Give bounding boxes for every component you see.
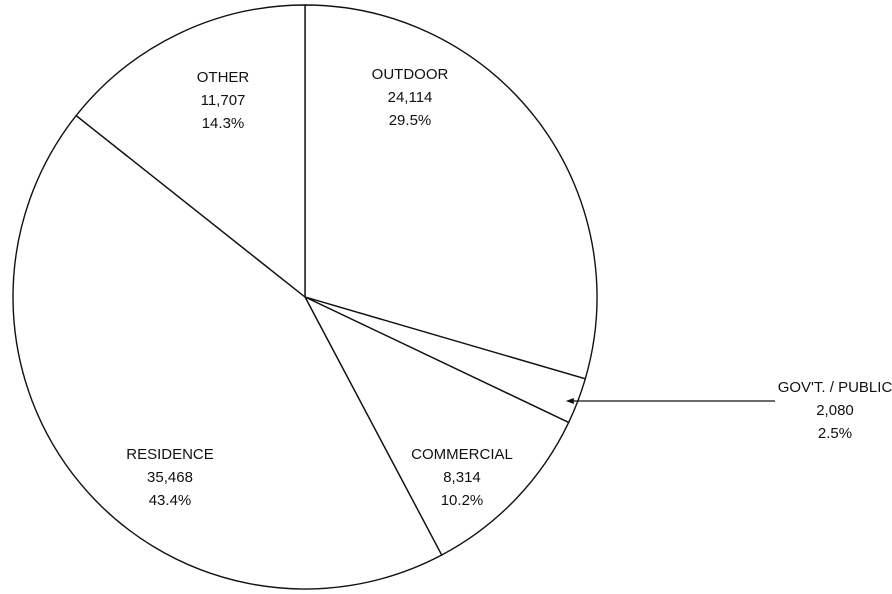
pie-slice (75, 4, 306, 299)
slice-count: 11,707 (201, 92, 246, 109)
slice-label: COMMERCIAL (411, 446, 513, 463)
slice-count: 8,314 (443, 469, 481, 486)
slice-percent: 2.5% (818, 425, 852, 442)
slice-count: 24,114 (388, 89, 433, 106)
slice-label: OUTDOOR (372, 66, 449, 83)
slice-percent: 29.5% (389, 112, 432, 129)
slice-label: OTHER (197, 69, 250, 86)
pie-slice (12, 114, 443, 590)
slice-label: GOV'T. / PUBLIC (778, 379, 892, 396)
leader-arrow (565, 397, 574, 404)
pie-slice (303, 295, 570, 556)
pie-slice (304, 4, 598, 380)
slice-percent: 10.2% (441, 492, 484, 509)
slice-percent: 14.3% (202, 115, 245, 132)
slice-count: 2,080 (816, 402, 854, 419)
slice-label: RESIDENCE (126, 446, 214, 463)
slice-count: 35,468 (147, 469, 193, 486)
slice-percent: 43.4% (149, 492, 192, 509)
